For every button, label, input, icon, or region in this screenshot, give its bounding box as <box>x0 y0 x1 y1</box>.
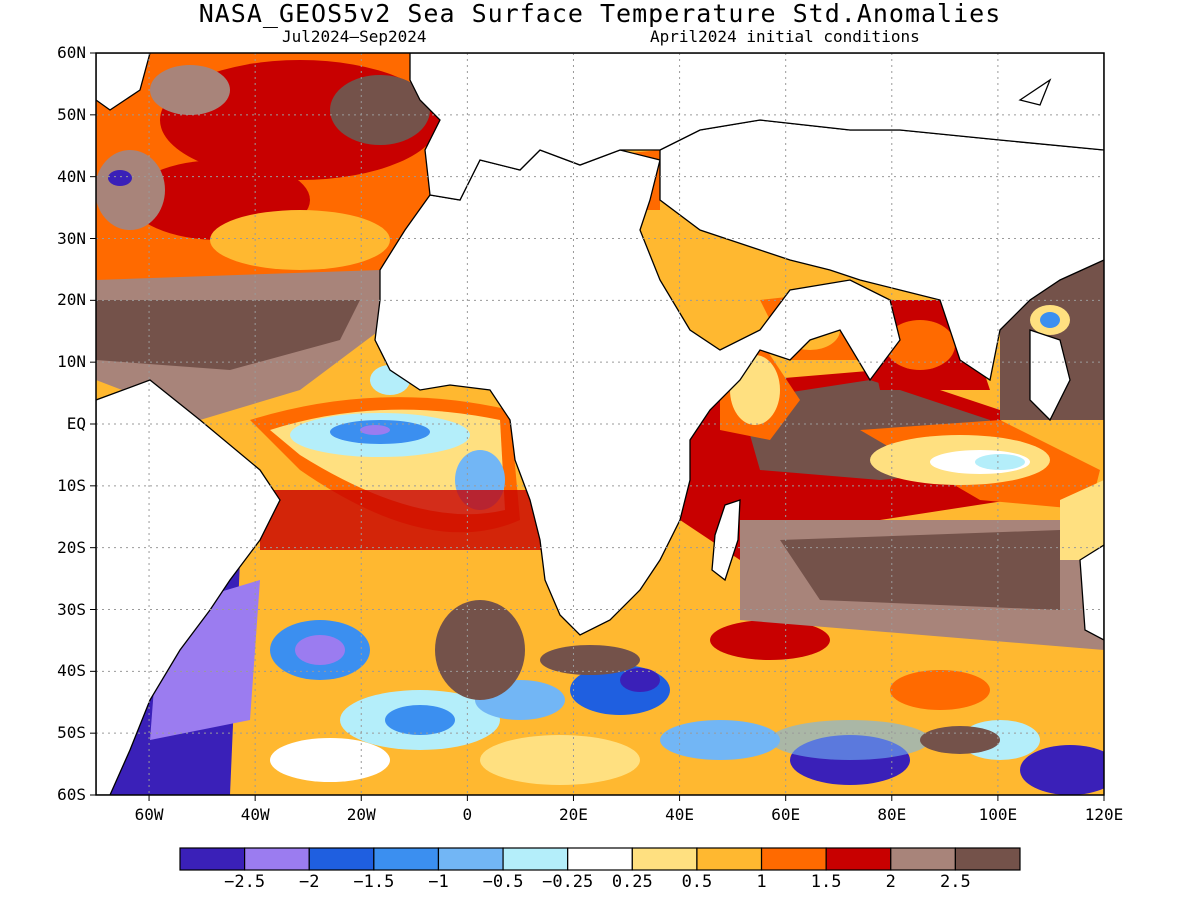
colorbar-label: 1 <box>756 872 767 892</box>
colorbar-swatch <box>890 847 956 871</box>
lon-label: 20E <box>559 805 588 824</box>
colorbar-swatch <box>825 847 892 871</box>
colorbar-label: −2.5 <box>224 872 266 892</box>
lat-label: 30N <box>57 228 86 248</box>
lat-label: EQ <box>66 414 86 433</box>
lat-label: 20N <box>57 290 86 310</box>
colorbar <box>179 847 1021 871</box>
colorbar-swatch <box>567 847 633 871</box>
axis-ticks <box>90 52 1105 801</box>
lon-label: 0 <box>462 805 473 824</box>
lon-label: 60W <box>134 805 164 824</box>
colorbar-swatch <box>179 847 246 871</box>
lon-label: 100E <box>978 805 1018 824</box>
lat-label: 40N <box>57 166 86 186</box>
lat-label: 50S <box>57 723 86 743</box>
colorbar-swatch <box>244 847 310 871</box>
colorbar-label: −2 <box>298 872 320 892</box>
lon-label: 120E <box>1084 805 1124 824</box>
colorbar-label: −1 <box>428 872 449 892</box>
initial-conditions: April2024 initial conditions <box>650 27 920 46</box>
colorbar-label: −0.5 <box>482 872 524 892</box>
colorbar-swatch <box>308 847 375 871</box>
colorbar-swatch <box>760 847 827 871</box>
colorbar-label: −1.5 <box>353 872 395 892</box>
colorbar-swatch <box>631 847 698 871</box>
colorbar-label: 0.25 <box>611 872 653 892</box>
colorbar-swatch <box>696 847 763 871</box>
colorbar-label: 2 <box>885 872 896 892</box>
colorbar-swatch <box>954 847 1021 871</box>
colorbar-label: 0.5 <box>681 872 713 892</box>
lat-label: 50N <box>57 104 86 124</box>
lat-label: 10S <box>57 475 86 495</box>
land-masses <box>96 53 1104 795</box>
colorbar-label: 2.5 <box>940 872 971 892</box>
colorbar-label: −0.25 <box>542 872 594 892</box>
lon-label: 40E <box>665 805 695 824</box>
lat-label: 10N <box>57 352 86 372</box>
lat-label: 40S <box>57 661 86 681</box>
lat-label: 60N <box>57 43 86 62</box>
colorbar-swatch <box>373 847 440 871</box>
lon-label: 40W <box>240 805 270 824</box>
map-title: NASA_GEOS5v2 Sea Surface Temperature Std… <box>198 0 1002 28</box>
lon-label: 20W <box>346 805 376 824</box>
colorbar-label: 1.5 <box>810 872 842 892</box>
colorbar-swatch <box>502 847 569 871</box>
lat-label: 30S <box>57 599 86 619</box>
lat-label: 20S <box>57 537 86 557</box>
lon-label: 60E <box>771 805 801 824</box>
lon-label: 80E <box>877 805 907 824</box>
forecast-period: Jul2024—Sep2024 <box>282 27 427 46</box>
graticule <box>96 53 1104 795</box>
lat-label: 60S <box>57 785 86 804</box>
colorbar-swatch <box>437 847 504 871</box>
